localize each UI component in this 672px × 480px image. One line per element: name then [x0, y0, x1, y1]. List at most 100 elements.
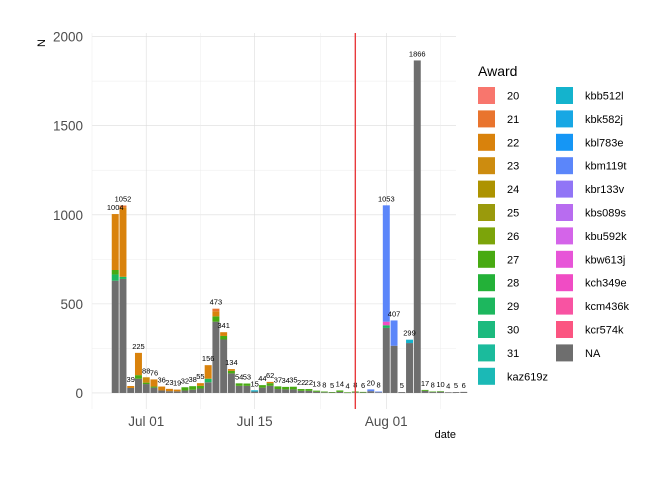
- bar-segment: [375, 392, 383, 393]
- legend-key: [556, 157, 573, 175]
- bar-segment: [398, 392, 406, 393]
- y-tick-label: 500: [60, 297, 83, 312]
- bar-segment: [243, 383, 251, 386]
- bar-segment: [227, 369, 235, 371]
- bar-label: 37: [274, 375, 282, 384]
- bar-segment: [220, 339, 228, 393]
- legend-key: [478, 133, 495, 151]
- bar-segment: [150, 379, 158, 387]
- legend-key: [556, 133, 573, 151]
- x-axis-title: date: [435, 429, 456, 441]
- bar-segment: [390, 320, 398, 346]
- y-axis: 0 500 1000 1500 2000: [53, 30, 83, 401]
- bar-segment: [406, 343, 414, 393]
- legend-items: 20 21 22 23 24 25 26 27 28 29 30 31 kaz619z kbb512l kb…: [478, 87, 630, 385]
- bar-segment: [142, 377, 150, 383]
- y-axis-title: N: [36, 39, 48, 47]
- bar-label: 39: [127, 375, 135, 384]
- legend-key: [478, 227, 495, 245]
- bar-segment: [212, 308, 220, 312]
- bar-label: 54: [235, 372, 243, 381]
- legend-key: [556, 227, 573, 245]
- bar-segment: [282, 389, 290, 393]
- bar-segment: [359, 391, 367, 393]
- bar-label: 13: [312, 380, 320, 389]
- bar-segment: [289, 386, 297, 390]
- bar-label: 8: [376, 381, 380, 390]
- legend-key: [556, 250, 573, 268]
- bar-label: 10: [436, 380, 444, 389]
- y-tick-label: 1500: [53, 119, 83, 134]
- bar-segment: [437, 391, 444, 393]
- bar-segment: [142, 384, 150, 393]
- bar-segment: [390, 345, 398, 393]
- legend-key: [556, 204, 573, 221]
- bar-segment: [297, 390, 305, 393]
- bar-segment: [375, 391, 383, 393]
- legend-key: [478, 344, 495, 362]
- bar-segment: [251, 390, 259, 392]
- bar-segment: [460, 391, 468, 393]
- legend-label: kbb512l: [585, 91, 624, 103]
- legend-label: kbs089s: [585, 208, 626, 220]
- bar-segment: [266, 383, 274, 386]
- bar-segment: [196, 383, 204, 386]
- bar-segment: [258, 387, 266, 393]
- bar-segment: [359, 392, 367, 393]
- bar-segment: [119, 278, 127, 393]
- bar-segment: [328, 392, 336, 393]
- bar-segment: [243, 385, 251, 393]
- legend-key: [478, 204, 495, 221]
- bar-segment: [204, 365, 212, 379]
- bar-segment: [196, 385, 204, 389]
- bar-segment: [421, 389, 429, 391]
- bar-segment: [305, 390, 313, 393]
- bar-segment: [181, 387, 189, 391]
- bar-segment: [258, 385, 266, 388]
- bar-segment: [282, 386, 290, 390]
- legend: Award 20 21 22 23 24 25 26 27 28 29 30 31 kaz619z kbb…: [478, 63, 630, 385]
- legend-label: kch349e: [585, 278, 627, 290]
- bar-label: 62: [266, 371, 274, 380]
- bar-label: 1053: [378, 194, 395, 203]
- bar-segment: [251, 391, 259, 393]
- bar-segment: [266, 381, 274, 384]
- bar-label: 8: [431, 381, 435, 390]
- bar-segment: [336, 391, 344, 393]
- bar-segment: [173, 389, 181, 392]
- bar-segment: [367, 389, 375, 392]
- legend-label: kbk582j: [585, 114, 623, 126]
- bar-segment: [119, 276, 127, 279]
- legend-key: [556, 110, 573, 128]
- bars: [111, 60, 468, 394]
- bar-segment: [320, 391, 328, 393]
- bar-segment: [134, 352, 142, 376]
- bar-label: 5: [454, 381, 458, 390]
- legend-label: 20: [507, 91, 519, 103]
- bar-segment: [336, 390, 344, 392]
- bar-label: 4: [446, 381, 450, 390]
- bar-segment: [421, 390, 429, 393]
- bar-segment: [165, 388, 173, 392]
- gridlines: [91, 33, 456, 409]
- bar-segment: [382, 325, 390, 328]
- bar-segment: [344, 392, 352, 393]
- x-tick-label: Jul 15: [237, 414, 273, 429]
- legend-key: [478, 297, 495, 315]
- legend-label: 30: [507, 325, 519, 337]
- bar-segment: [220, 335, 228, 340]
- legend-label: 25: [507, 208, 519, 220]
- bar-segment: [437, 391, 444, 392]
- bar-segment: [413, 60, 421, 393]
- legend-key: [478, 367, 495, 385]
- bar-label: 76: [150, 368, 158, 377]
- legend-label: 26: [507, 231, 519, 243]
- bar-segment: [111, 270, 119, 275]
- bar-segment: [406, 339, 414, 344]
- bar-segment: [382, 321, 390, 326]
- bar-segment: [227, 373, 235, 393]
- bar-label: 4: [345, 381, 349, 390]
- bar-segment: [297, 389, 305, 391]
- legend-label: 31: [507, 348, 519, 360]
- bar-segment: [313, 390, 321, 392]
